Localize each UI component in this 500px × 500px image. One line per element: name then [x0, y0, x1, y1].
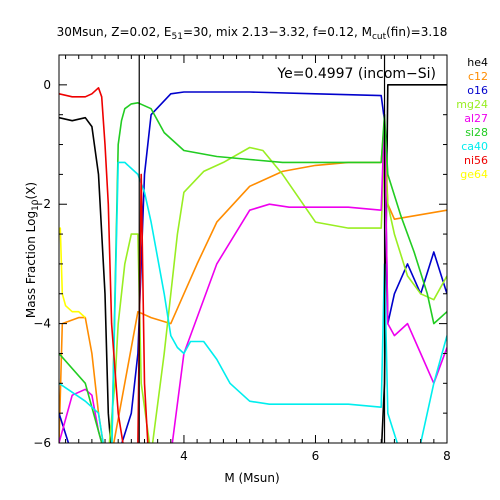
legend-entry-ge64: ge64	[460, 168, 488, 181]
x-tick-label: 8	[443, 449, 451, 463]
x-axis-label: M (Msun)	[224, 471, 279, 485]
y-tick-label: −4	[33, 317, 51, 331]
y-tick-label: 0	[43, 78, 51, 92]
legend-entry-c12: c12	[468, 70, 488, 83]
legend-entry-o16: o16	[467, 84, 488, 97]
series-line-mg24	[59, 143, 447, 443]
plot-area: 4 6 8 0 −2 −4 −6	[33, 54, 451, 463]
series-line-si28	[59, 102, 447, 443]
legend-entry-ca40: ca40	[461, 140, 488, 153]
x-tick-label: 6	[312, 449, 320, 463]
legend-entry-si28: si28	[465, 126, 488, 139]
legend-entry-ni56: ni56	[464, 154, 488, 167]
annotation-ye: Ye=0.4997 (incom−Si)	[276, 66, 436, 82]
y-tick-label: −6	[33, 436, 51, 450]
series-line-ca40	[59, 161, 447, 443]
y-tick-label: −2	[33, 197, 51, 211]
series-line-ni56	[59, 87, 149, 443]
series-layer	[59, 84, 447, 443]
legend-entry-mg24: mg24	[456, 98, 488, 111]
x-tick-label: 4	[180, 449, 188, 463]
y-axis-label: Mass Fraction Log10(X)	[24, 182, 41, 318]
legend-entry-he4: he4	[467, 56, 488, 69]
chart-title: 30Msun, Z=0.02, E51=30, mix 2.13−3.32, f…	[57, 25, 448, 42]
series-line-he4	[59, 84, 447, 443]
legend-entry-al27: al27	[464, 112, 488, 125]
plot-frame	[58, 54, 448, 444]
series-line-ge64	[59, 227, 86, 319]
tick-layer: 4 6 8 0 −2 −4 −6	[33, 54, 451, 463]
vline-layer	[138, 55, 386, 443]
